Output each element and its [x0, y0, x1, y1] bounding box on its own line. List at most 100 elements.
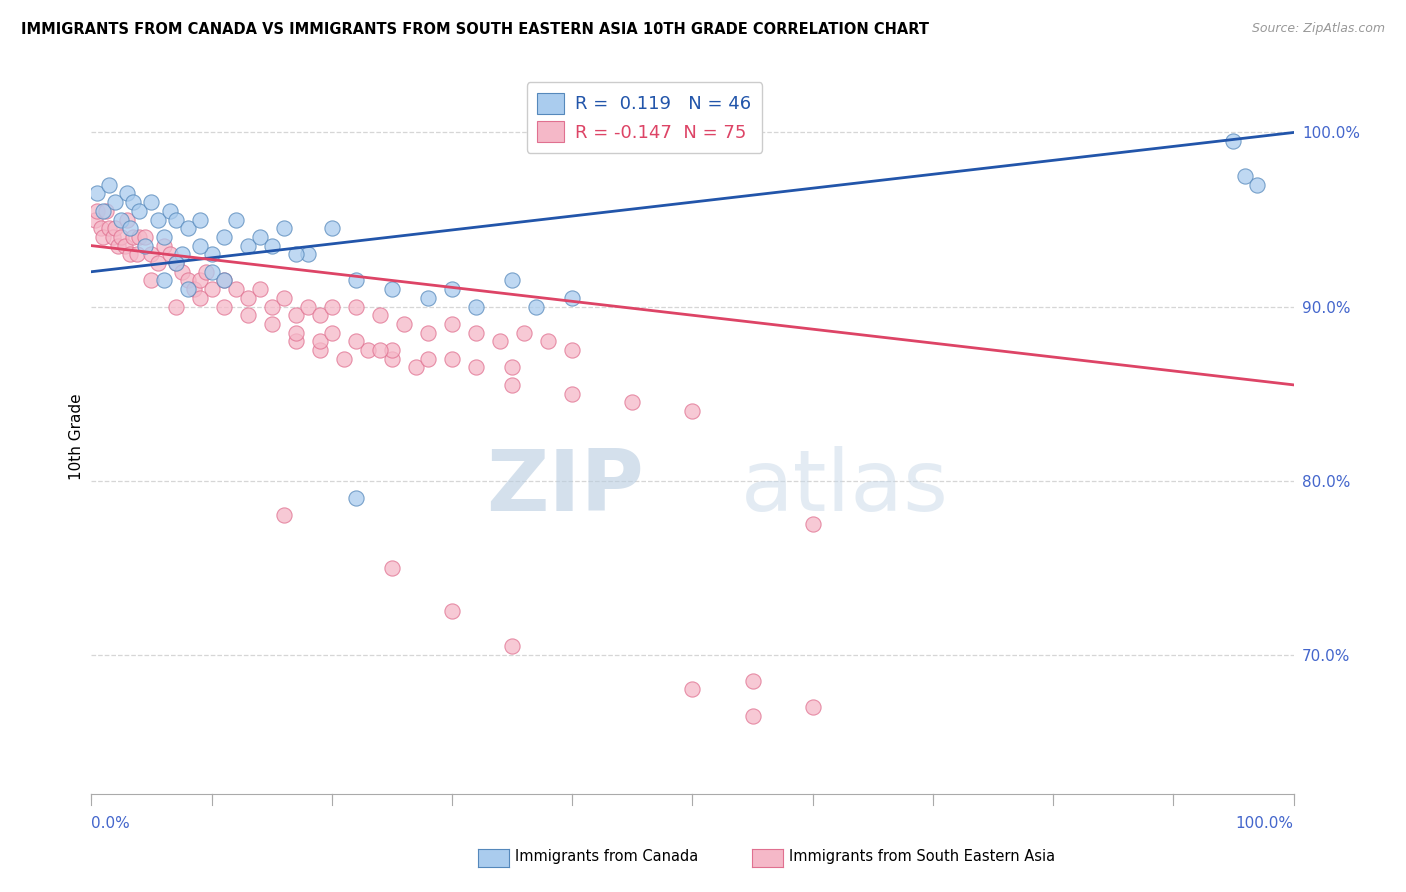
Point: [249, 230, 271, 244]
Point: [368, 308, 391, 322]
Point: [117, 186, 139, 201]
Point: [416, 326, 439, 340]
Point: [159, 203, 181, 218]
Point: [165, 300, 187, 314]
Point: [146, 212, 169, 227]
Point: [146, 256, 169, 270]
Legend: R =  0.119   N = 46, R = -0.147  N = 75: R = 0.119 N = 46, R = -0.147 N = 75: [526, 82, 762, 153]
Point: [128, 203, 150, 218]
Point: [440, 604, 463, 618]
Point: [681, 404, 703, 418]
Point: [141, 273, 163, 287]
Text: IMMIGRANTS FROM CANADA VS IMMIGRANTS FROM SOUTH EASTERN ASIA 10TH GRADE CORRELAT: IMMIGRANTS FROM CANADA VS IMMIGRANTS FRO…: [21, 22, 929, 37]
Text: 100.0%: 100.0%: [1236, 816, 1294, 831]
Point: [86, 203, 108, 218]
Point: [118, 221, 141, 235]
Point: [501, 360, 523, 375]
Point: [537, 334, 560, 349]
Point: [101, 230, 124, 244]
Point: [183, 282, 205, 296]
Point: [93, 203, 115, 218]
Point: [344, 334, 367, 349]
Y-axis label: 10th Grade: 10th Grade: [69, 393, 84, 481]
Point: [117, 212, 139, 227]
Point: [440, 351, 463, 366]
Point: [321, 221, 343, 235]
Point: [1246, 178, 1268, 192]
Point: [344, 300, 367, 314]
Point: [225, 282, 247, 296]
Point: [236, 291, 259, 305]
Point: [170, 247, 193, 261]
Point: [194, 265, 217, 279]
Point: [212, 230, 235, 244]
Point: [118, 247, 141, 261]
Point: [465, 326, 488, 340]
Point: [165, 212, 187, 227]
Point: [86, 186, 108, 201]
Point: [273, 291, 295, 305]
Point: [152, 230, 174, 244]
Point: [159, 247, 181, 261]
Point: [188, 273, 211, 287]
Point: [98, 178, 121, 192]
Point: [84, 212, 107, 227]
Point: [381, 282, 404, 296]
Point: [561, 386, 583, 401]
Point: [236, 238, 259, 252]
Point: [465, 300, 488, 314]
Point: [176, 282, 198, 296]
Point: [212, 273, 235, 287]
Point: [260, 317, 283, 331]
Point: [344, 273, 367, 287]
Point: [308, 334, 330, 349]
Point: [381, 343, 404, 357]
Point: [273, 221, 295, 235]
Point: [249, 282, 271, 296]
Text: ZIP: ZIP: [486, 445, 644, 529]
Point: [98, 221, 121, 235]
Point: [128, 230, 150, 244]
Point: [188, 212, 211, 227]
Point: [489, 334, 512, 349]
Point: [141, 195, 163, 210]
Point: [561, 343, 583, 357]
Point: [321, 326, 343, 340]
Point: [122, 195, 145, 210]
Point: [273, 508, 295, 523]
Point: [284, 308, 307, 322]
Point: [176, 221, 198, 235]
Point: [200, 247, 222, 261]
Point: [200, 265, 222, 279]
Point: [308, 308, 330, 322]
Point: [104, 195, 127, 210]
Point: [122, 230, 145, 244]
Point: [152, 238, 174, 252]
Point: [1234, 169, 1257, 183]
Point: [405, 360, 427, 375]
Point: [440, 317, 463, 331]
Point: [170, 265, 193, 279]
Point: [297, 247, 319, 261]
Point: [344, 491, 367, 505]
Point: [188, 291, 211, 305]
Text: 0.0%: 0.0%: [91, 816, 131, 831]
Point: [501, 377, 523, 392]
Point: [152, 273, 174, 287]
Point: [1222, 134, 1244, 148]
Point: [524, 300, 547, 314]
Text: atlas: atlas: [741, 445, 949, 529]
Point: [107, 238, 129, 252]
Point: [381, 560, 404, 574]
Point: [284, 326, 307, 340]
Point: [333, 351, 356, 366]
Point: [741, 708, 763, 723]
Text: Source: ZipAtlas.com: Source: ZipAtlas.com: [1251, 22, 1385, 36]
Point: [681, 682, 703, 697]
Text: Immigrants from South Eastern Asia: Immigrants from South Eastern Asia: [789, 849, 1054, 864]
Point: [801, 699, 824, 714]
Point: [465, 360, 488, 375]
Point: [416, 351, 439, 366]
Point: [212, 273, 235, 287]
Point: [741, 673, 763, 688]
